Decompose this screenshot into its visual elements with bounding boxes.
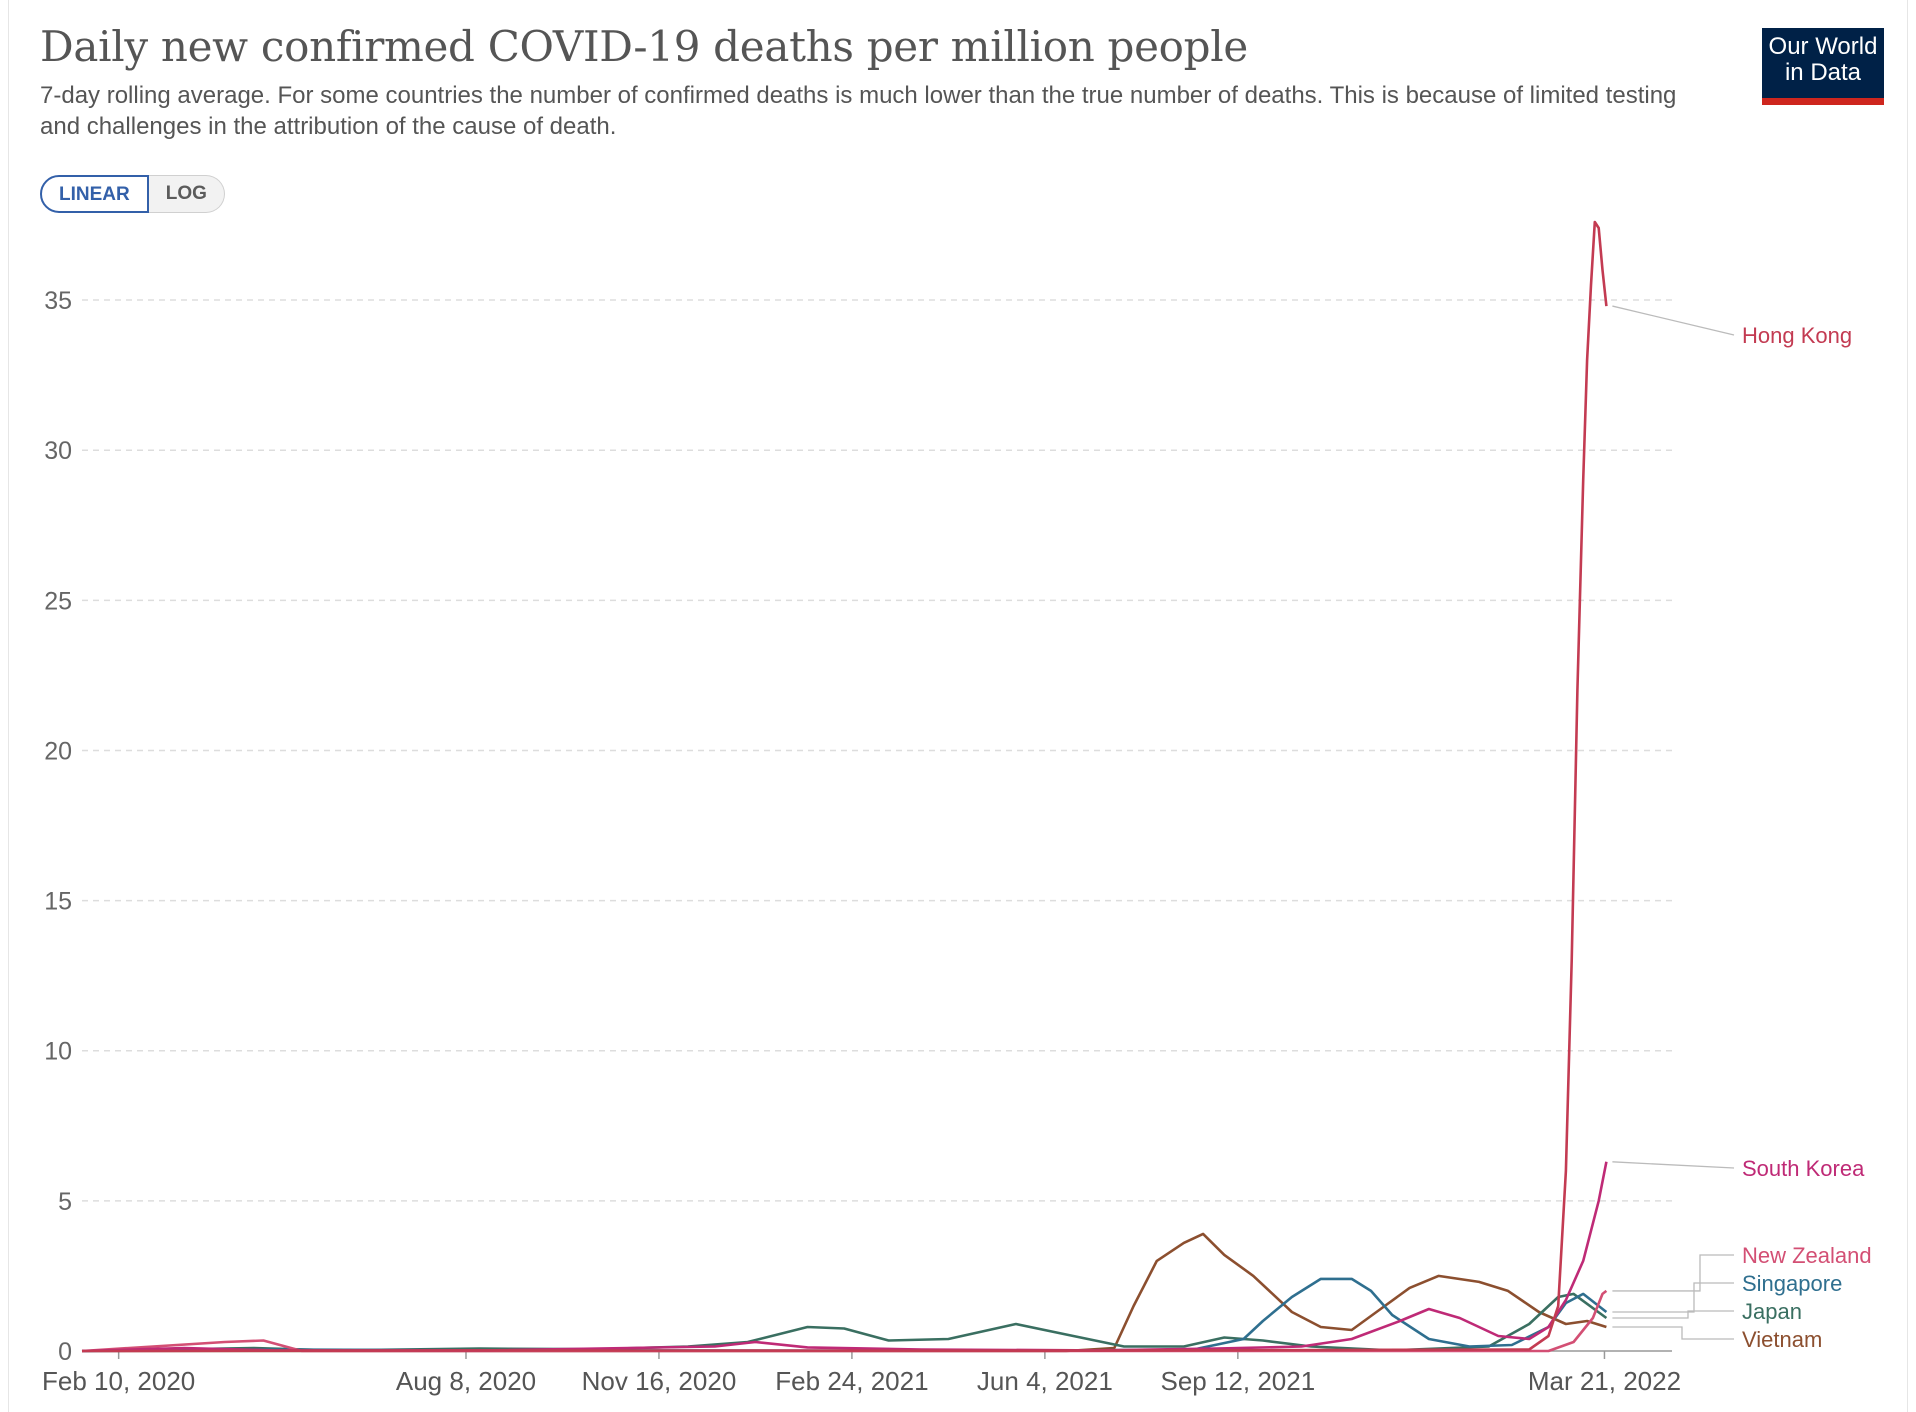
logo-line-2: in Data: [1784, 59, 1862, 86]
logo-line-1: Our World: [1768, 33, 1878, 60]
y-tick-label: 15: [44, 888, 72, 916]
series-line-japan: [81, 1292, 1608, 1353]
x-tick-label: Nov 16, 2020: [582, 1366, 737, 1396]
connector-south-korea: [1612, 1161, 1735, 1169]
x-tick-label: Aug 8, 2020: [396, 1366, 536, 1396]
log-scale-button[interactable]: LOG: [148, 175, 225, 213]
series-label-hong-kong: Hong Kong: [1742, 323, 1852, 348]
x-tick-label: Mar 21, 2022: [1528, 1366, 1681, 1396]
y-tick-label: 25: [44, 587, 72, 615]
series-line-vietnam: [82, 1232, 1607, 1353]
connector-hong-kong: [1612, 305, 1735, 336]
chart-subtitle: 7-day rolling average. For some countrie…: [40, 82, 1677, 140]
x-tick-label: Feb 10, 2020: [42, 1366, 195, 1396]
connector-singapore: [1612, 1282, 1734, 1313]
scale-toggle: LINEAR LOG: [40, 175, 225, 213]
linear-scale-button[interactable]: LINEAR: [40, 175, 149, 213]
series-label-singapore: Singapore: [1742, 1271, 1842, 1296]
chart-title: Daily new confirmed COVID-19 deaths per …: [40, 22, 1248, 71]
owid-logo[interactable]: Our World in Data: [1762, 28, 1884, 105]
series-line-singapore: [81, 1277, 1608, 1353]
series-line-south-korea: [81, 1161, 1608, 1353]
series-label-south-korea: South Korea: [1742, 1156, 1865, 1181]
connector-new-zealand: [1612, 1254, 1734, 1292]
chart-frame: [8, 0, 1908, 1412]
axes: 0 5 10 15 20 25 30 35 Feb 10, 2020 Aug 8, 2020 Nov…: [42, 287, 1681, 1396]
connector-vietnam: [1612, 1326, 1734, 1340]
y-tick-label: 10: [44, 1038, 72, 1066]
series-label-new-zealand: New Zealand: [1742, 1243, 1872, 1268]
series-lines: [81, 220, 1608, 1353]
y-tick-label: 5: [58, 1188, 72, 1216]
series-label-vietnam: Vietnam: [1742, 1327, 1822, 1352]
series-label-japan: Japan: [1742, 1299, 1802, 1324]
x-tick-label: Jun 4, 2021: [977, 1366, 1113, 1396]
y-tick-label: 20: [44, 737, 72, 765]
y-tick-label: 0: [58, 1338, 72, 1366]
connector-japan: [1612, 1310, 1734, 1319]
grid-lines: [82, 299, 1672, 1202]
x-tick-label: Sep 12, 2021: [1160, 1366, 1315, 1396]
y-tick-label: 30: [44, 437, 72, 465]
y-tick-label: 35: [44, 287, 72, 315]
x-tick-label: Feb 24, 2021: [775, 1366, 928, 1396]
series-labels: Hong Kong South Korea New Zealand Singapore…: [1612, 305, 1872, 1352]
series-line-hong-kong: [81, 220, 1608, 1353]
